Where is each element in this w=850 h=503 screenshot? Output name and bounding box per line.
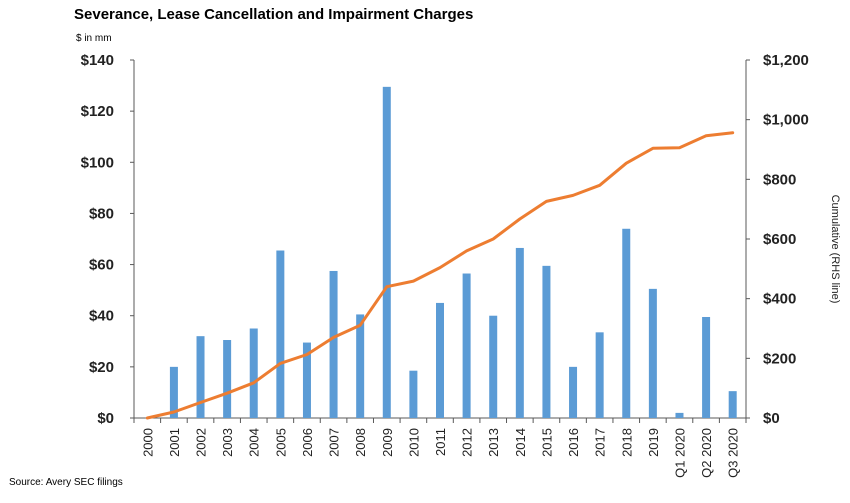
- x-tick-label: 2009: [380, 428, 395, 457]
- bar-2003: [223, 340, 232, 418]
- bar-2018: [622, 228, 631, 418]
- left-tick-label: $80: [89, 205, 114, 222]
- x-tick-label: Q3 2020: [726, 428, 741, 478]
- bar-2017: [595, 332, 604, 418]
- bar-2014: [515, 247, 524, 418]
- bar-2010: [409, 370, 418, 418]
- bar-q2-2020: [702, 316, 711, 418]
- right-tick-label: $1,000: [763, 112, 809, 129]
- left-tick-label: $120: [81, 103, 114, 120]
- bar-2001: [169, 366, 178, 418]
- x-tick-label: 2003: [220, 428, 235, 457]
- left-tick-label: $100: [81, 154, 114, 171]
- x-tick-label: 2017: [593, 428, 608, 457]
- x-tick-label: 2011: [433, 428, 448, 456]
- x-tick-label: 2008: [353, 428, 368, 457]
- left-tick-label: $0: [97, 410, 114, 427]
- x-tick-label: 2010: [406, 428, 421, 457]
- bar-2004: [249, 328, 258, 418]
- left-tick-label: $40: [89, 308, 114, 325]
- x-tick-label: 2005: [273, 428, 288, 457]
- bar-2006: [302, 342, 311, 418]
- bar-2016: [569, 366, 578, 418]
- bar-2015: [542, 265, 551, 418]
- unit-label: $ in mm: [76, 33, 112, 44]
- x-tick-label: 2006: [300, 428, 315, 457]
- x-tick-label: 2012: [460, 428, 475, 457]
- x-tick-label: 2013: [486, 428, 501, 457]
- chart-title: Severance, Lease Cancellation and Impair…: [74, 6, 474, 23]
- right-tick-label: $0: [763, 410, 780, 427]
- bar-2007: [329, 270, 338, 418]
- x-tick-label: 2018: [619, 428, 634, 457]
- x-tick-label: 2007: [327, 428, 342, 457]
- bar-2013: [489, 315, 498, 418]
- right-axis-title: Cumulative (RHS line): [829, 195, 841, 304]
- bar-2012: [462, 273, 471, 418]
- right-tick-label: $400: [763, 291, 796, 308]
- x-tick-label: 2002: [194, 428, 209, 457]
- x-tick-label: 2015: [539, 428, 554, 457]
- bar-2005: [276, 250, 285, 418]
- left-tick-label: $60: [89, 257, 114, 274]
- bar-2008: [356, 314, 365, 418]
- right-tick-label: $200: [763, 350, 796, 367]
- cumulative-line: [145, 131, 735, 420]
- bar-2002: [196, 336, 205, 418]
- bar-2011: [436, 302, 444, 418]
- bar-2019: [648, 288, 657, 418]
- x-tick-label: 2004: [247, 428, 262, 457]
- right-tick-label: $800: [763, 171, 796, 188]
- x-tick-label: Q1 2020: [672, 428, 687, 478]
- x-tick-label: 2014: [513, 428, 528, 457]
- left-tick-label: $20: [89, 359, 114, 376]
- right-tick-label: $1,200: [763, 52, 809, 69]
- x-tick-label: 2016: [566, 428, 581, 457]
- right-tick-label: $600: [763, 231, 796, 248]
- x-tick-label: Q2 2020: [699, 428, 714, 478]
- x-tick-label: 2001: [167, 428, 182, 457]
- bar-2009: [382, 86, 391, 418]
- left-tick-label: $140: [81, 52, 114, 69]
- source-note: Source: Avery SEC filings: [9, 477, 123, 488]
- x-tick-label: 2019: [646, 428, 661, 457]
- bar-q3-2020: [728, 391, 737, 418]
- bar-q1-2020: [675, 412, 684, 418]
- x-tick-label: 2000: [140, 428, 155, 457]
